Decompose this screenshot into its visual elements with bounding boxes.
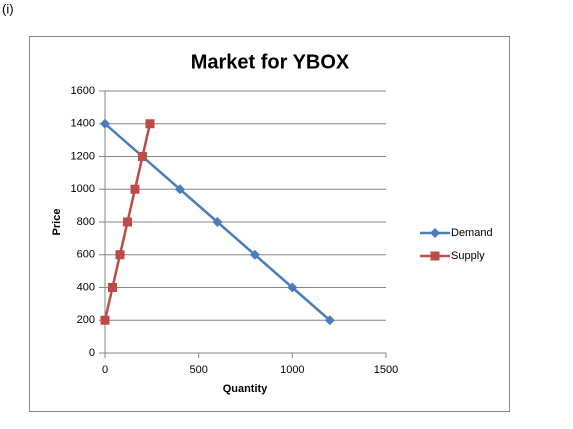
y-axis-label: Price bbox=[51, 209, 63, 236]
marker bbox=[130, 184, 140, 194]
chart-frame bbox=[29, 36, 510, 412]
x-tick-label: 1500 bbox=[374, 364, 398, 376]
legend-label: Supply bbox=[451, 250, 485, 262]
x-tick-label: 0 bbox=[102, 364, 108, 376]
y-tick-label: 1600 bbox=[71, 85, 95, 97]
y-tick-label: 200 bbox=[77, 314, 95, 326]
y-tick-label: 1200 bbox=[71, 150, 95, 162]
x-tick-label: 1000 bbox=[280, 364, 304, 376]
x-axis-label: Quantity bbox=[223, 383, 268, 395]
marker bbox=[122, 217, 132, 227]
y-tick-label: 1400 bbox=[71, 118, 95, 130]
figure-label: (i) bbox=[2, 1, 14, 16]
marker bbox=[430, 251, 440, 261]
marker bbox=[249, 249, 260, 260]
marker bbox=[145, 119, 155, 129]
marker bbox=[137, 152, 147, 161]
marker bbox=[174, 184, 185, 195]
marker bbox=[100, 315, 110, 325]
legend-label: Demand bbox=[451, 227, 493, 239]
marker bbox=[287, 282, 298, 293]
x-tick-label: 500 bbox=[189, 364, 207, 376]
marker bbox=[212, 217, 223, 227]
y-tick-label: 800 bbox=[77, 216, 95, 228]
marker bbox=[430, 228, 440, 238]
y-tick-label: 1000 bbox=[71, 183, 95, 195]
series-line bbox=[104, 122, 331, 322]
y-tick-label: 600 bbox=[77, 249, 95, 261]
y-tick-label: 0 bbox=[89, 347, 95, 359]
y-tick-label: 400 bbox=[77, 281, 95, 293]
chart-title: Market for YBOX bbox=[191, 51, 350, 73]
marker bbox=[115, 250, 125, 260]
marker bbox=[100, 118, 110, 129]
marker bbox=[324, 315, 335, 326]
marker bbox=[107, 283, 117, 292]
